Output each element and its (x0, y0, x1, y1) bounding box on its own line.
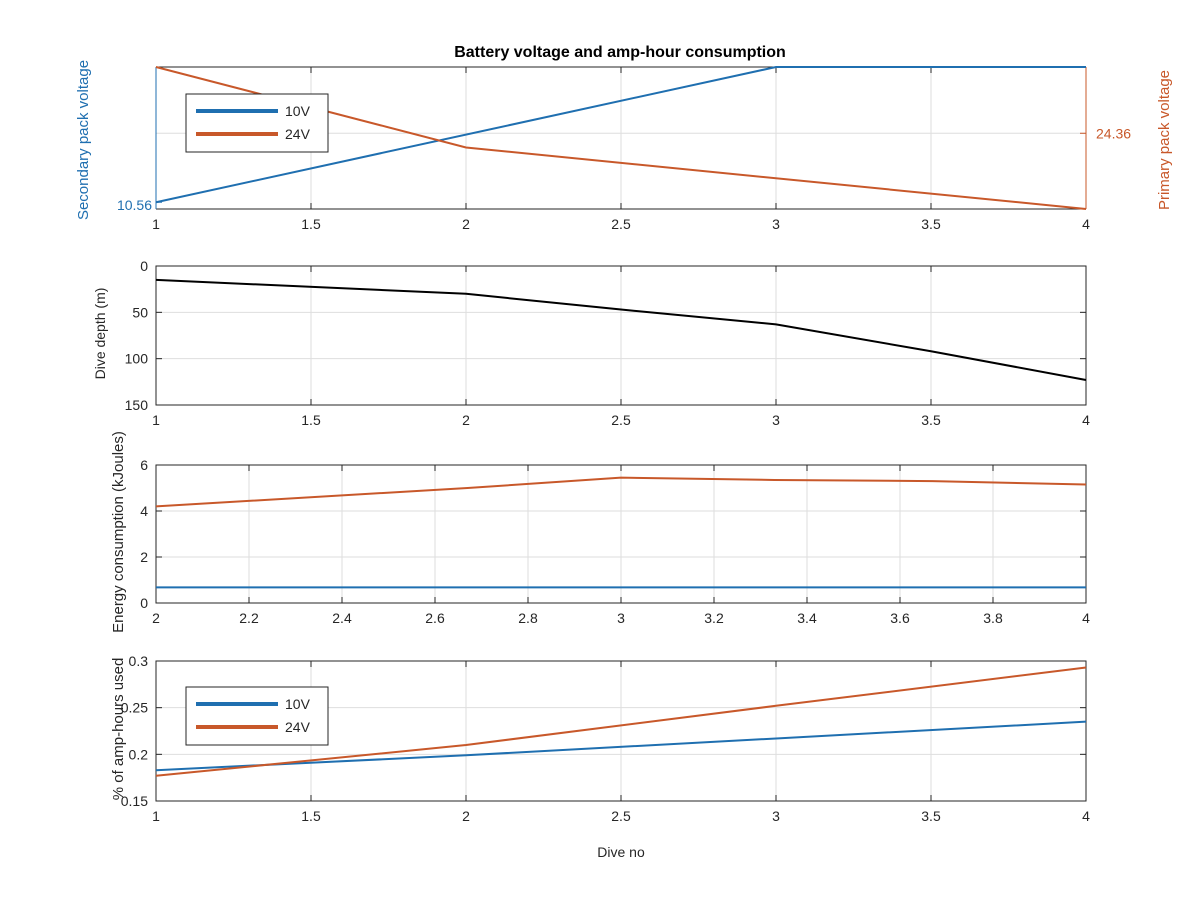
x-tick-label: 2.4 (332, 610, 352, 626)
x-tick-label: 3 (617, 610, 625, 626)
y-axis-label: Energy consumption (kJoules) (110, 431, 127, 633)
x-tick-label: 2 (462, 412, 470, 428)
x-tick-label: 3.2 (704, 610, 724, 626)
y-tick-label: 4 (140, 503, 148, 519)
y-tick-label: 0.3 (129, 653, 149, 669)
y-axis-label-left: Secondary pack voltage (75, 60, 92, 220)
x-tick-label: 4 (1082, 216, 1090, 232)
x-tick-label: 2 (462, 808, 470, 824)
x-tick-label: 3.4 (797, 610, 817, 626)
x-tick-label: 2.6 (425, 610, 445, 626)
x-tick-label: 4 (1082, 610, 1090, 626)
legend-label: 10V (285, 103, 311, 119)
y-tick-label-left: 10.56 (117, 197, 152, 213)
x-tick-label: 1 (152, 412, 160, 428)
y-tick-label: 2 (140, 549, 148, 565)
x-tick-label: 2.5 (611, 808, 631, 824)
x-tick-label: 1.5 (301, 808, 321, 824)
y-axis-label: % of amp-hours used (110, 658, 127, 801)
x-tick-label: 4 (1082, 412, 1090, 428)
y-tick-label: 0 (140, 595, 148, 611)
legend-label: 10V (285, 696, 311, 712)
x-tick-label: 1 (152, 808, 160, 824)
x-tick-label: 2.5 (611, 412, 631, 428)
y-tick-label: 50 (132, 304, 148, 320)
y-tick-label: 0.2 (129, 746, 149, 762)
y-axis-label: Dive depth (m) (92, 288, 108, 380)
x-tick-label: 3.8 (983, 610, 1003, 626)
x-tick-label: 3 (772, 412, 780, 428)
y-tick-label: 0 (140, 258, 148, 274)
x-tick-label: 2.8 (518, 610, 538, 626)
figure: Battery voltage and amp-hour consumption… (0, 0, 1200, 900)
x-tick-label: 3.5 (921, 412, 941, 428)
figure-background (0, 0, 1200, 900)
x-tick-label: 3 (772, 216, 780, 232)
x-tick-label: 4 (1082, 808, 1090, 824)
y-tick-label: 150 (125, 397, 149, 413)
x-tick-label: 3.5 (921, 216, 941, 232)
x-axis-label: Dive no (597, 844, 645, 860)
x-tick-label: 2 (152, 610, 160, 626)
x-tick-label: 3.6 (890, 610, 910, 626)
x-tick-label: 1 (152, 216, 160, 232)
chart-title: Battery voltage and amp-hour consumption (454, 44, 786, 61)
x-tick-label: 2 (462, 216, 470, 232)
x-tick-label: 1.5 (301, 216, 321, 232)
y-tick-label-right: 24.36 (1096, 125, 1131, 141)
x-tick-label: 3 (772, 808, 780, 824)
legend-label: 24V (285, 126, 311, 142)
x-tick-label: 1.5 (301, 412, 321, 428)
x-tick-label: 2.2 (239, 610, 259, 626)
y-tick-label: 6 (140, 457, 148, 473)
legend-label: 24V (285, 719, 311, 735)
x-tick-label: 2.5 (611, 216, 631, 232)
x-tick-label: 3.5 (921, 808, 941, 824)
y-axis-label-right: Primary pack voltage (1156, 70, 1173, 210)
y-tick-label: 100 (125, 351, 149, 367)
